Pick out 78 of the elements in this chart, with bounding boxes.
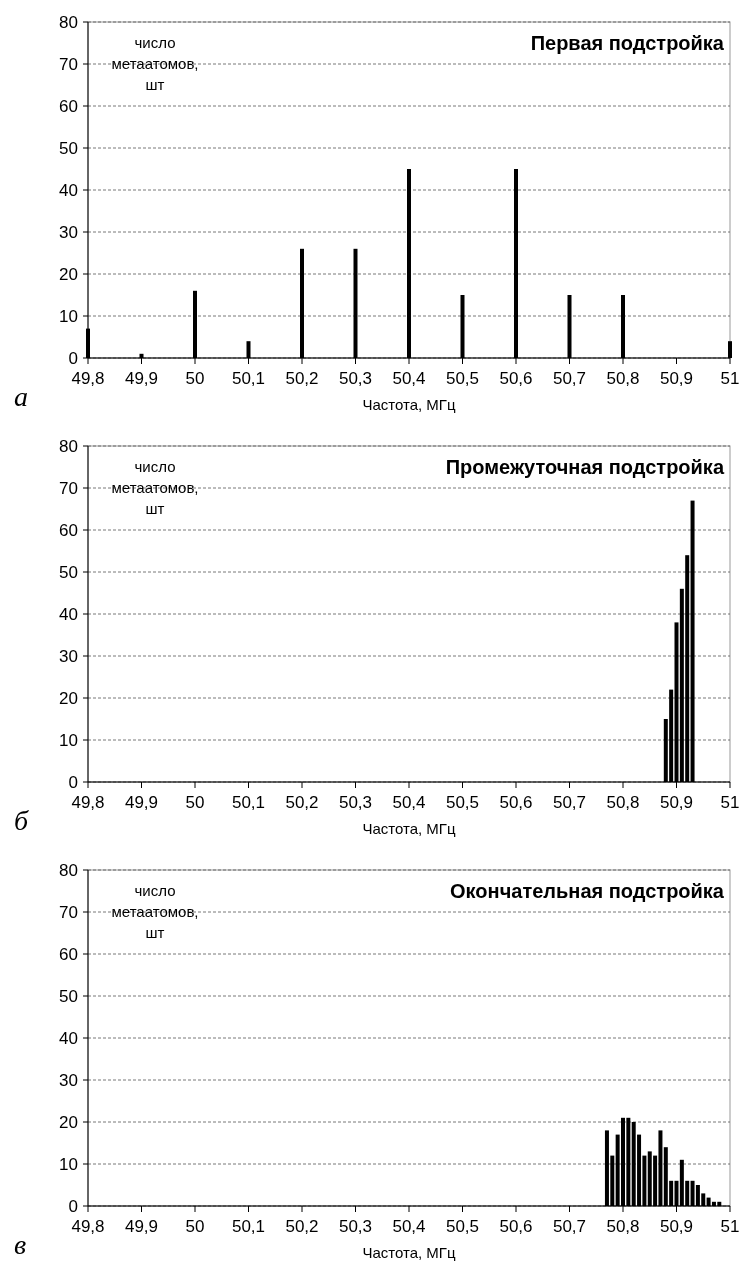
x-tick-label: 49,9 [124, 793, 159, 812]
x-tick-label: 50,4 [392, 793, 426, 812]
y-tick-label: 0 [68, 772, 78, 792]
x-tick-label: 50,2 [285, 369, 319, 388]
x-tick-label: 50,3 [338, 369, 373, 388]
x-tick-label: 49,9 [124, 369, 159, 388]
x-tick-label: 50,6 [499, 793, 533, 812]
y-tick-label: 60 [59, 944, 78, 964]
x-tick-label: 50,9 [659, 1217, 694, 1236]
x-tick-label: 50,7 [552, 1217, 587, 1236]
y-tick-label: 80 [59, 860, 78, 880]
x-tick-label: 51 [720, 793, 740, 812]
text: а [14, 381, 28, 412]
y-tick-label: 70 [59, 478, 78, 498]
y-axis-title: число метаатомов, шт [111, 458, 199, 517]
text: Окончательная подстройка [450, 880, 725, 902]
y-tick-label: 40 [59, 1028, 78, 1048]
x-tick-label: 49,8 [71, 369, 105, 388]
text: Промежуточная подстройка [445, 456, 725, 478]
x-tick-label: 50,8 [606, 793, 640, 812]
y-tick-label: 60 [59, 520, 78, 540]
x-tick-label: 49,9 [124, 1217, 159, 1236]
x-tick-label: 50,7 [552, 369, 587, 388]
x-tick-label: 50,1 [231, 1217, 266, 1236]
x-tick-label: 50,6 [499, 369, 533, 388]
y-tick-label: 50 [59, 562, 78, 582]
x-axis-title: Частота, МГц [362, 820, 456, 837]
y-tick-label: 20 [59, 688, 78, 708]
y-tick-label: 50 [59, 138, 78, 158]
y-axis-title: число метаатомов, шт [111, 34, 199, 93]
y-tick-label: 30 [59, 1070, 78, 1090]
y-axis-title: число метаатомов, шт [111, 882, 199, 941]
x-tick-label: 50,8 [606, 369, 640, 388]
x-tick-label: 49,8 [71, 1217, 105, 1236]
x-tick-label: 50,3 [338, 1217, 373, 1236]
y-tick-label: 50 [59, 986, 78, 1006]
x-tick-label: 50,5 [445, 1217, 480, 1236]
y-tick-label: 70 [59, 54, 78, 74]
x-tick-label: 50,7 [552, 793, 587, 812]
y-tick-label: 20 [59, 264, 78, 284]
x-tick-label: 50 [185, 793, 205, 812]
x-tick-label: 49,8 [71, 793, 105, 812]
x-tick-label: 50,1 [231, 369, 266, 388]
x-tick-label: 50,2 [285, 1217, 319, 1236]
text: Первая подстройка [530, 32, 725, 54]
x-tick-label: 51 [720, 369, 740, 388]
x-tick-label: 50,6 [499, 1217, 533, 1236]
x-tick-label: 50,3 [338, 793, 373, 812]
x-tick-label: 50,5 [445, 793, 480, 812]
y-tick-label: 70 [59, 902, 78, 922]
x-tick-label: 50 [185, 1217, 205, 1236]
y-tick-label: 10 [59, 306, 78, 326]
x-tick-label: 50,4 [392, 369, 426, 388]
x-axis-title: Частота, МГц [362, 396, 456, 413]
y-tick-label: 80 [59, 12, 78, 32]
x-tick-label: 50,5 [445, 369, 480, 388]
x-tick-label: 50,8 [606, 1217, 640, 1236]
x-tick-label: 50,2 [285, 793, 319, 812]
y-tick-label: 40 [59, 604, 78, 624]
y-tick-label: 20 [59, 1112, 78, 1132]
y-tick-label: 10 [59, 1154, 78, 1174]
text: б [14, 805, 29, 836]
x-tick-label: 50,9 [659, 793, 694, 812]
x-tick-label: 50,4 [392, 1217, 426, 1236]
x-tick-label: 50 [185, 369, 205, 388]
y-tick-label: 60 [59, 96, 78, 116]
y-tick-label: 40 [59, 180, 78, 200]
y-tick-label: 0 [68, 348, 78, 368]
x-tick-label: 50,1 [231, 793, 266, 812]
y-tick-label: 10 [59, 730, 78, 750]
y-tick-label: 80 [59, 436, 78, 456]
x-tick-label: 51 [720, 1217, 740, 1236]
y-tick-label: 30 [59, 222, 78, 242]
y-tick-label: 30 [59, 646, 78, 666]
text: в [14, 1229, 27, 1260]
x-tick-label: 50,9 [659, 369, 694, 388]
y-tick-label: 0 [68, 1196, 78, 1216]
x-axis-title: Частота, МГц [362, 1244, 456, 1261]
